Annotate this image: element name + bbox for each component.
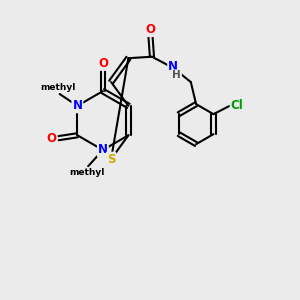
Text: N: N [168,60,178,73]
Text: O: O [47,132,57,145]
Text: O: O [146,23,155,36]
Text: N: N [98,143,108,157]
Text: O: O [98,57,108,70]
Text: H: H [172,70,181,80]
Text: S: S [107,153,115,166]
Text: Cl: Cl [231,99,243,112]
Text: methyl: methyl [69,168,104,177]
Text: N: N [72,99,82,112]
Text: methyl: methyl [40,83,76,92]
